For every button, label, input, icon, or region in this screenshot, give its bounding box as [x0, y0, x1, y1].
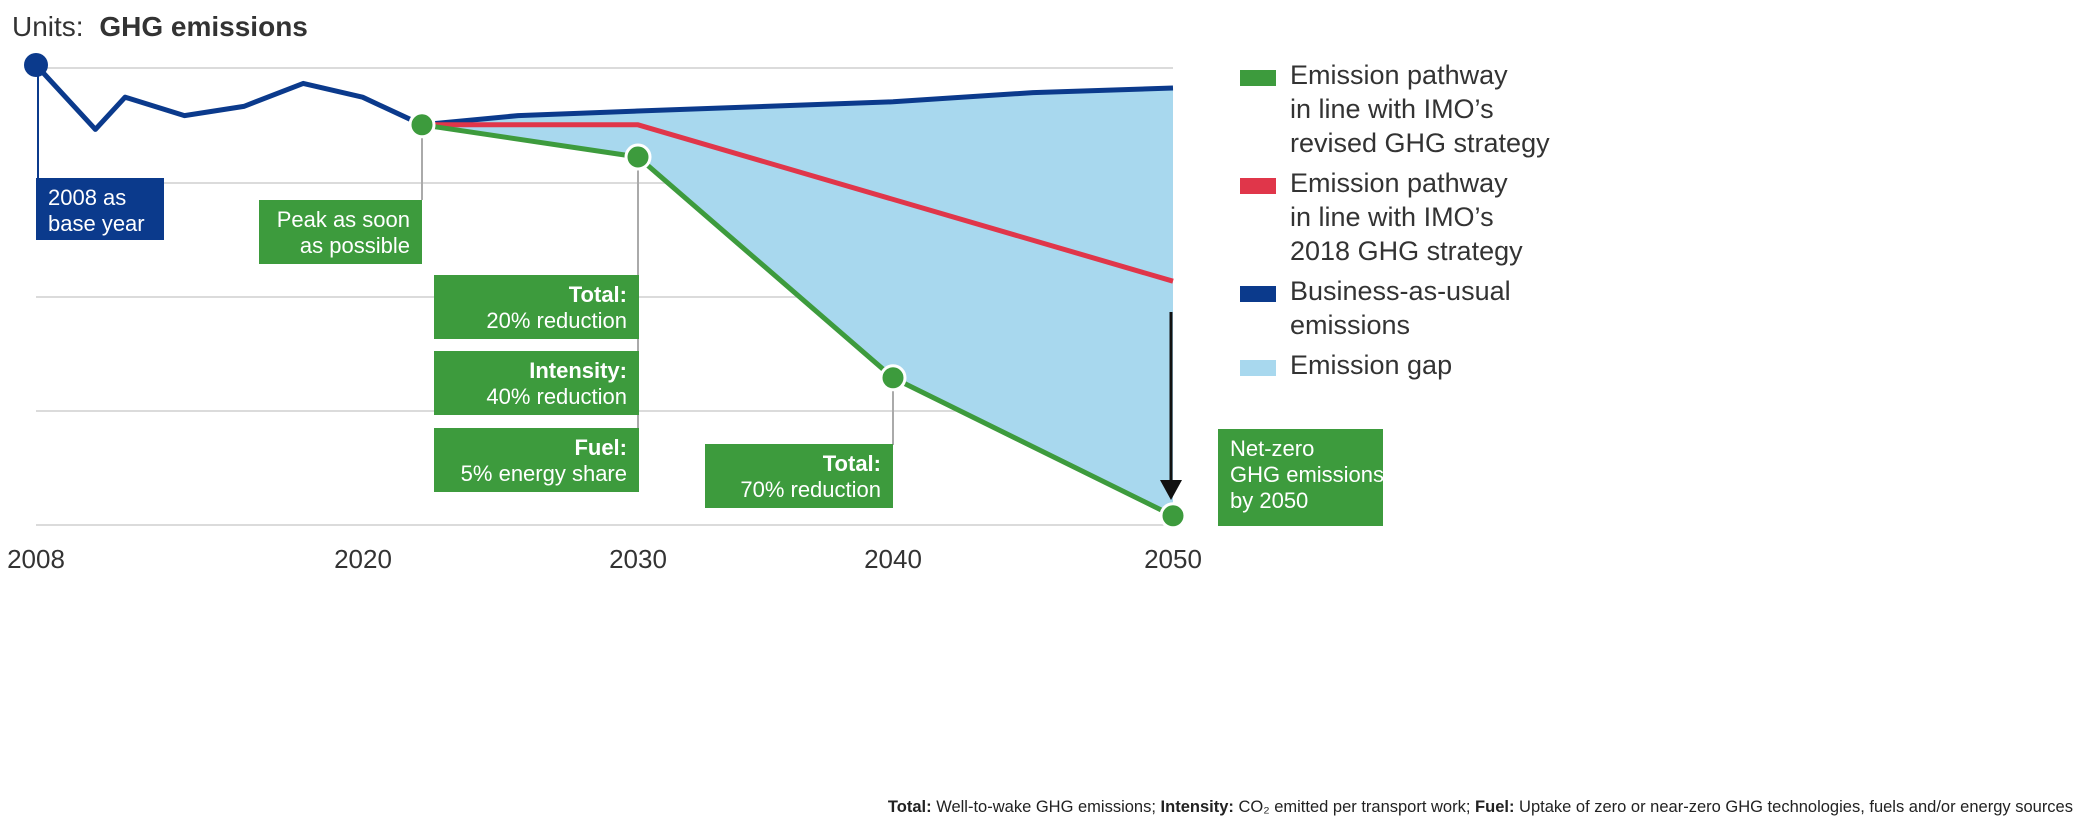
legend-label: Emission pathway [1290, 168, 1508, 198]
series-line-2018-strategy [422, 122, 1174, 284]
data-point-revised-2021 [408, 111, 436, 139]
annotation-text: Peak as soon [277, 207, 410, 232]
legend-label: emissions [1290, 310, 1410, 340]
legend-item-1: Emission pathway in line with IMO’s 2018 G… [1240, 168, 1523, 266]
legend-label: in line with IMO’s [1290, 202, 1494, 232]
x-tick-label: 2020 [334, 544, 392, 574]
legend-label: Emission gap [1290, 350, 1452, 380]
data-point-revised-2030 [624, 143, 652, 171]
legend-swatch [1240, 178, 1276, 194]
units-prefix: Units: [12, 11, 84, 42]
gap-arrow-head [1160, 480, 1182, 500]
legend-swatch [1240, 70, 1276, 86]
data-point-revised-2040 [879, 364, 907, 392]
legend-item-3: Emission gap [1240, 350, 1452, 380]
annotation-text: 70% reduction [740, 477, 881, 502]
emission-gap-fill [422, 88, 1173, 516]
legend: Emission pathway in line with IMO’s revise… [1240, 60, 1550, 380]
legend-item-2: Business-as-usual emissions [1240, 276, 1511, 340]
annotation-box [705, 444, 893, 508]
units-value: GHG emissions [99, 11, 308, 42]
legend-label: revised GHG strategy [1290, 128, 1550, 158]
legend-label: Business-as-usual [1290, 276, 1511, 306]
annotation-box [434, 275, 639, 339]
annotation-i2030: Intensity:40% reduction [434, 351, 639, 415]
footnote-desc: CO₂ emitted per transport work; [1234, 798, 1475, 816]
annotation-text: Total: [823, 451, 881, 476]
annotation-t2030: Total:20% reduction [434, 275, 639, 339]
legend-item-0: Emission pathway in line with IMO’s revise… [1240, 60, 1550, 158]
emission-gap-area [422, 88, 1173, 516]
footnote-text: Total: Well-to-wake GHG emissions; Inten… [888, 798, 2073, 816]
x-tick-label: 2008 [7, 544, 65, 574]
annotation-text: by 2050 [1230, 488, 1308, 513]
units-label: Units: GHG emissions [12, 11, 308, 42]
footnote-desc: Uptake of zero or near-zero GHG technolo… [1514, 798, 2073, 816]
annotation-text: 5% energy share [461, 461, 627, 486]
footnote-term: Intensity: [1161, 798, 1234, 816]
annotation-text: Fuel: [574, 435, 627, 460]
legend-label: in line with IMO’s [1290, 94, 1494, 124]
legend-label: 2018 GHG strategy [1290, 236, 1523, 266]
legend-swatch [1240, 360, 1276, 376]
x-tick-label: 2040 [864, 544, 922, 574]
annotation-box [259, 200, 422, 264]
annotation-text: base year [48, 211, 145, 236]
legend-swatch [1240, 286, 1276, 302]
x-tick-label: 2030 [609, 544, 667, 574]
series-lines [34, 63, 1182, 519]
series-line-revised-strategy [421, 122, 1175, 519]
legend-label: Emission pathway [1290, 60, 1508, 90]
annotation-text: 40% reduction [486, 384, 627, 409]
annotation-text: Intensity: [529, 358, 627, 383]
footnote-desc: Well-to-wake GHG emissions; [932, 798, 1161, 816]
x-tick-label: 2050 [1144, 544, 1202, 574]
gap-arrow [1160, 312, 1182, 500]
annotation-text: Total: [569, 282, 627, 307]
annotation-text: as possible [300, 233, 410, 258]
annotation-text: 20% reduction [486, 308, 627, 333]
footnote: Total: Well-to-wake GHG emissions; Inten… [888, 798, 2073, 816]
annotation-f2030: Fuel:5% energy share [434, 428, 639, 492]
data-point-2008 [24, 53, 48, 77]
annotation-box [434, 428, 639, 492]
data-point-revised-2050 [1159, 502, 1187, 530]
footnote-term: Total: [888, 798, 932, 816]
annotation-t2040: Total:70% reduction [705, 444, 893, 508]
series-line-business-as-usual [34, 63, 1174, 132]
x-axis-ticks: 2008 2020 2030 2040 2050 [7, 544, 1202, 574]
annotation-box [434, 351, 639, 415]
annotation-box [1218, 429, 1383, 526]
data-points [24, 53, 1187, 530]
annotation-text: 2008 as [48, 185, 126, 210]
annotation-text: Net-zero [1230, 436, 1314, 461]
footnote-term: Fuel: [1475, 798, 1514, 816]
annotation-text: GHG emissions [1230, 462, 1384, 487]
annotation-box [36, 178, 164, 240]
